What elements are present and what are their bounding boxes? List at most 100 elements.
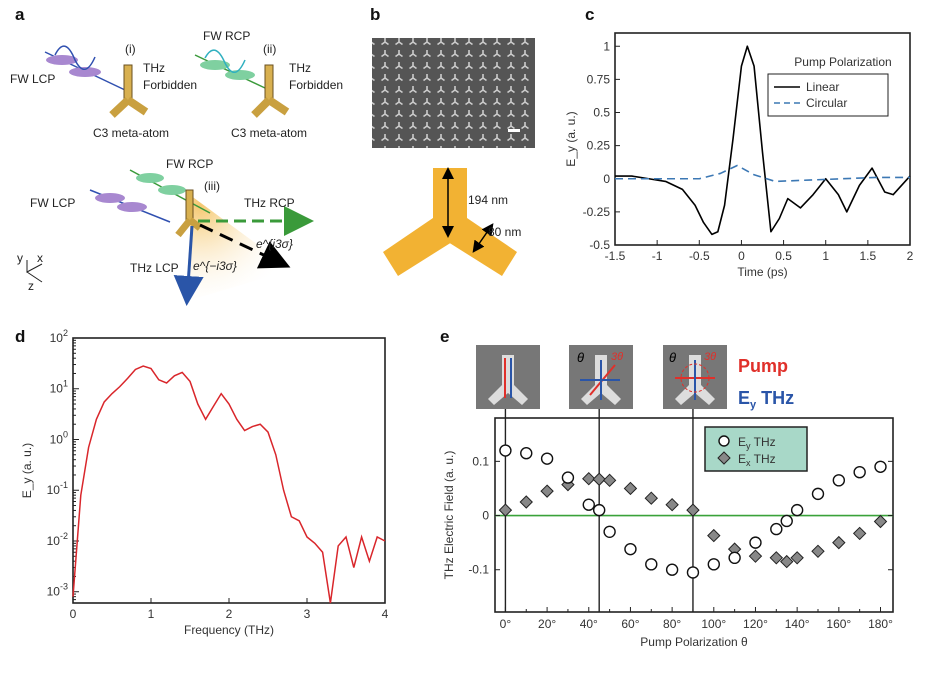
- point-ey: [728, 551, 741, 565]
- x-tick-label: 2: [226, 607, 233, 621]
- wave-rcp-3: [129, 169, 211, 214]
- point-ex: [623, 481, 638, 496]
- label-phase-negative: e^{−i3σ}: [193, 259, 237, 273]
- plot-frame: [614, 32, 911, 246]
- sem-insets: [476, 345, 727, 409]
- legend-title: Pump Polarization: [794, 55, 891, 69]
- point-ex: [498, 503, 513, 517]
- x-tick-label: 2: [907, 249, 914, 263]
- point-ey: [665, 563, 679, 576]
- chart-d: 0 1 2 3 4 102 101 100 10-1 10-2 10-3 Frequency (THz…: [20, 328, 389, 637]
- x-tick-label: 140°: [785, 617, 810, 631]
- label-meta-atom: C3 meta-atom: [93, 126, 169, 140]
- point-ex: [811, 544, 825, 559]
- x-tick-label: -0.5: [689, 249, 710, 263]
- point-ey: [686, 566, 700, 579]
- panel-label-a: a: [15, 5, 25, 24]
- scale-bar: [508, 129, 520, 132]
- point-ex: [582, 471, 596, 486]
- point-ey: [790, 503, 804, 517]
- x-axis-label: Time (ps): [737, 265, 787, 279]
- label-width: 80 nm: [488, 225, 521, 239]
- y-tick-label: 10-1: [47, 480, 68, 497]
- panel-label-d: d: [15, 327, 25, 346]
- point-ex: [665, 497, 679, 512]
- x-tick-label: 0°: [500, 617, 512, 631]
- series-linear: [615, 45, 911, 236]
- meta-atom-2: [251, 64, 290, 118]
- x-tick-label: 180°: [868, 617, 893, 631]
- label-fw-rcp: FW RCP: [203, 29, 250, 43]
- point-ex: [686, 503, 700, 517]
- label-iii: (iii): [204, 179, 220, 193]
- y-axis-label: E_y (a. u.): [564, 111, 578, 166]
- y-shape-nanostructure: [383, 168, 517, 276]
- axis-x-label: x: [37, 251, 43, 265]
- y-tick-label: -0.25: [583, 205, 611, 219]
- x-tick-label: 1: [148, 607, 155, 621]
- point-ey: [832, 474, 846, 487]
- x-axis-label: Frequency (THz): [184, 623, 274, 637]
- legend-marker-ex: [717, 451, 731, 465]
- label-phase-positive: e^{i3σ}: [256, 237, 293, 251]
- point-ey: [540, 452, 554, 465]
- meta-atom-1: [109, 64, 149, 118]
- x-axis-label: Pump Polarization θ: [640, 635, 748, 649]
- point-ex: [748, 549, 763, 563]
- point-ey: [624, 542, 637, 556]
- legend-marker-ey: [718, 435, 730, 447]
- label-thz-lcp: THz LCP: [130, 261, 179, 275]
- point-ey: [811, 487, 825, 501]
- wave-lcp-3: [89, 189, 171, 223]
- axis-z-label: z: [28, 279, 34, 293]
- plot-frame: [72, 337, 386, 604]
- point-ey: [520, 447, 533, 460]
- ey-thz-label: Ey THz: [738, 388, 794, 411]
- y-tick-label: -0.5: [589, 238, 610, 252]
- y-tick-label: 10-3: [47, 582, 68, 599]
- y-tick-label: -0.1: [468, 563, 489, 577]
- y-axis-label: THz Electric Field (a. u.): [442, 451, 456, 580]
- theta-label: θ: [577, 350, 584, 365]
- y-axis-label: E_y (a. u.): [20, 443, 34, 498]
- x-tick-label: -1: [652, 249, 663, 263]
- pump-label: Pump: [738, 356, 788, 376]
- point-ey: [592, 503, 606, 517]
- point-ex: [769, 551, 784, 565]
- series-circular: [615, 164, 910, 183]
- thz-lcp-arrow: [173, 225, 204, 306]
- meta-atom-3: [175, 189, 203, 238]
- point-ex: [873, 514, 888, 529]
- xyz-axes: [26, 260, 43, 283]
- point-ey: [853, 465, 866, 479]
- point-ey: [645, 558, 658, 571]
- y-tick-label: 0.5: [593, 106, 610, 120]
- x-tick-label: 0: [738, 249, 745, 263]
- x-tick-label: 40°: [580, 617, 598, 631]
- point-ex: [790, 551, 804, 565]
- three-theta-label: 3θ: [704, 351, 716, 363]
- legend-entry: Circular: [806, 96, 847, 110]
- label-fw-lcp: FW LCP: [30, 196, 75, 210]
- label-forbidden: Forbidden: [289, 78, 343, 92]
- point-ex: [602, 473, 617, 488]
- y-tick-label: 102: [50, 328, 68, 345]
- point-ey: [582, 498, 595, 511]
- x-tick-label: 3: [304, 607, 311, 621]
- wave-rcp-2: [194, 49, 266, 89]
- y-tick-label: 0: [603, 172, 610, 186]
- point-ex: [519, 495, 533, 509]
- label-length: 194 nm: [468, 193, 508, 207]
- x-tick-label: 1: [822, 249, 829, 263]
- point-ex: [592, 472, 606, 486]
- label-thz-rcp: THz RCP: [244, 196, 295, 210]
- label-forbidden: Forbidden: [143, 78, 197, 92]
- y-tick-label: 0.1: [472, 454, 489, 468]
- panel-label-e: e: [440, 327, 449, 346]
- x-tick-label: 4: [382, 607, 389, 621]
- theta-label: θ: [669, 350, 676, 365]
- y-tick-label: 101: [50, 379, 68, 396]
- label-thz: THz: [143, 61, 165, 75]
- y-tick-label: 0.25: [587, 139, 611, 153]
